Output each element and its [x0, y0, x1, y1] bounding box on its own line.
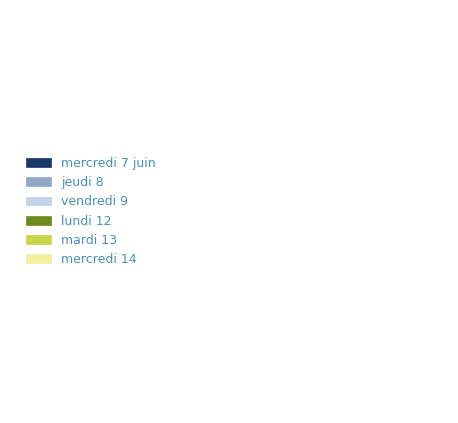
Legend: mercredi 7 juin, jeudi 8, vendredi 9, lundi 12, mardi 13, mercredi 14: mercredi 7 juin, jeudi 8, vendredi 9, lu… [21, 152, 161, 271]
